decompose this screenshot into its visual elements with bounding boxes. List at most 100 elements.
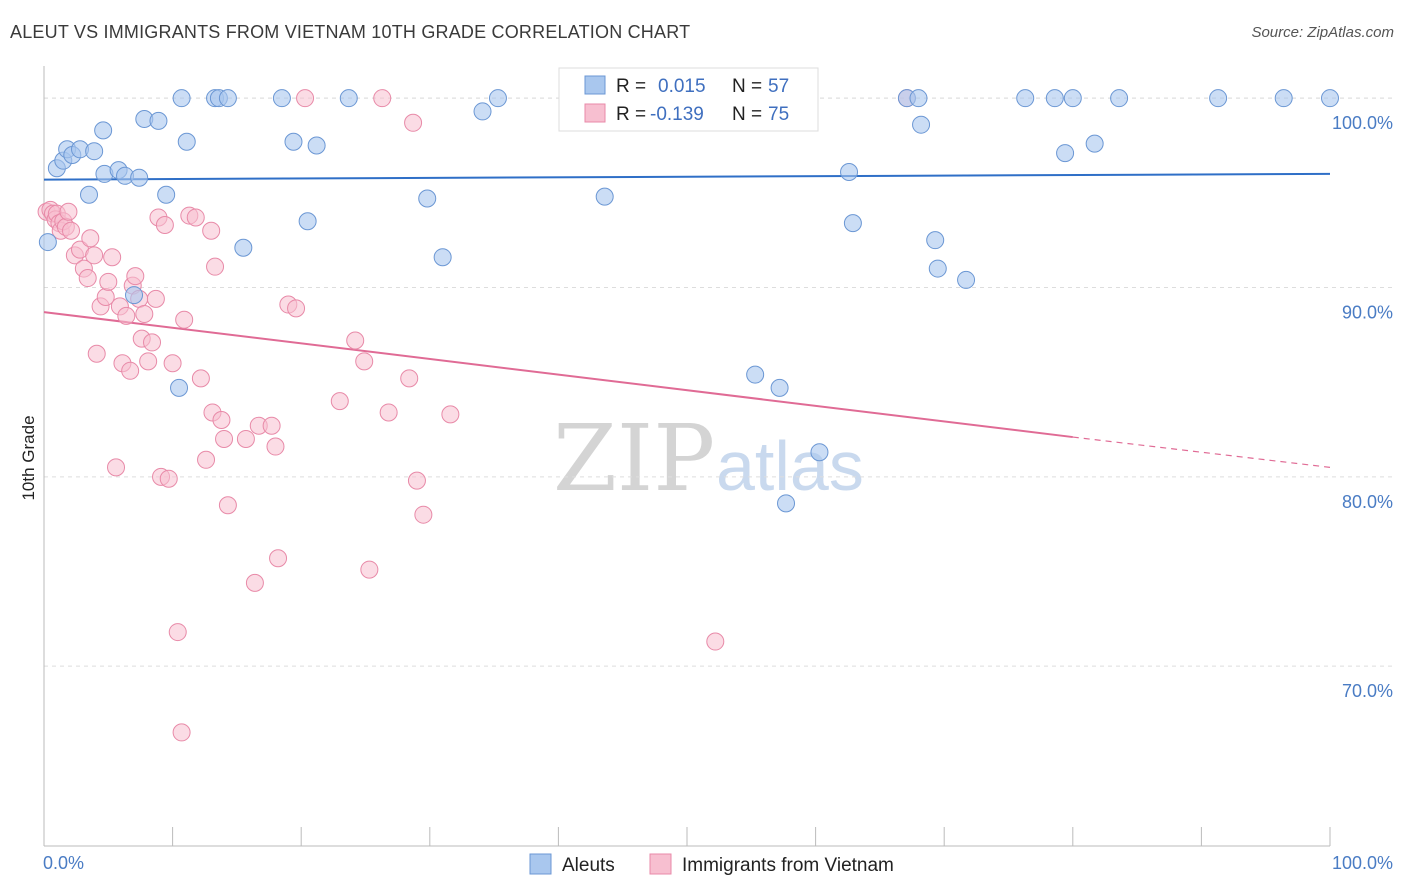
aleut-point: [433, 248, 452, 267]
vietnam-point: [706, 632, 725, 651]
aleut-point: [1056, 144, 1075, 163]
legend-r-label-1: R =: [616, 76, 646, 97]
aleut-point: [1063, 89, 1082, 108]
y-tick-label: 70.0%: [1342, 681, 1393, 701]
aleut-point: [770, 378, 789, 397]
aleut-point: [157, 185, 176, 204]
aleut-point: [488, 89, 507, 108]
aleut-point: [1085, 134, 1104, 153]
vietnam-point: [107, 458, 126, 477]
legend-n-value-2: 75: [768, 104, 789, 125]
vietnam-point: [206, 257, 225, 276]
aleut-point: [1045, 89, 1064, 108]
vietnam-point: [236, 429, 255, 448]
vietnam-point: [121, 361, 140, 380]
y-tick-labels: 70.0% 80.0% 90.0% 100.0%: [1332, 113, 1393, 701]
bottom-legend: Aleuts Immigrants from Vietnam: [529, 853, 894, 876]
x-tick-label-max: 100.0%: [1332, 853, 1393, 873]
aleut-point: [94, 121, 113, 140]
vietnam-point: [346, 331, 365, 350]
legend-swatch-vietnam: [584, 103, 606, 123]
aleut-point: [928, 259, 947, 278]
vietnam-point: [414, 505, 433, 524]
vietnam-point: [172, 723, 191, 742]
aleut-point: [85, 142, 104, 161]
vietnam-point: [360, 560, 379, 579]
vietnam-point: [197, 450, 216, 469]
y-tick-label: 80.0%: [1342, 492, 1393, 512]
vietnam-point: [126, 267, 145, 286]
vietnam-point: [404, 113, 423, 132]
watermark-zip: ZIP: [553, 405, 715, 512]
legend-r-value-2: -0.139: [650, 104, 704, 125]
aleut-point: [810, 443, 829, 462]
vietnam-point: [330, 392, 349, 411]
aleut-point: [840, 163, 859, 182]
vietnam-point: [245, 573, 264, 592]
vietnam-point: [62, 221, 81, 240]
y-tick-label: 90.0%: [1342, 303, 1393, 323]
vietnam-point: [212, 411, 231, 430]
vietnam-point: [218, 496, 237, 515]
legend-n-label-2: N =: [732, 104, 762, 125]
bottom-legend-swatch-aleuts: [529, 853, 552, 875]
vietnam-point: [287, 299, 306, 318]
aleut-point: [746, 365, 765, 384]
x-tick-labels: 0.0% 100.0%: [43, 853, 1393, 873]
series-aleuts: [38, 89, 1339, 513]
vietnam-point: [87, 344, 106, 363]
vietnam-point: [269, 549, 288, 568]
y-axis-label: 10th Grade: [19, 415, 38, 500]
source-credit: Source: ZipAtlas.com: [1251, 24, 1394, 41]
vietnam-trend-line: [43, 311, 1073, 439]
aleut-trend-line: [43, 172, 1331, 181]
vietnam-point: [163, 354, 182, 373]
aleut-point: [149, 111, 168, 130]
vietnam-point: [175, 310, 194, 329]
aleut-point: [130, 168, 149, 187]
aleut-point: [1016, 89, 1035, 108]
legend-n-label-1: N =: [732, 76, 762, 97]
aleut-point: [339, 89, 358, 108]
aleut-point: [909, 89, 928, 108]
bottom-legend-vietnam: Immigrants from Vietnam: [682, 855, 894, 876]
aleut-point: [125, 286, 144, 305]
vietnam-point: [155, 216, 174, 235]
aleut-point: [777, 494, 796, 513]
x-tick-label-min: 0.0%: [43, 853, 84, 873]
vietnam-point: [59, 202, 78, 221]
aleut-point: [218, 89, 237, 108]
vietnam-point: [78, 269, 97, 288]
aleut-point: [595, 187, 614, 206]
aleut-point: [234, 238, 253, 257]
bottom-legend-aleuts: Aleuts: [562, 855, 615, 876]
aleut-point: [1274, 89, 1293, 108]
vietnam-point: [99, 272, 118, 291]
vietnam-point: [168, 623, 187, 642]
bottom-legend-swatch-vietnam: [649, 853, 672, 875]
aleut-point: [418, 189, 437, 208]
top-legend: R = 0.015 N = 57 R = -0.139 N = 75: [558, 67, 819, 132]
vietnam-point: [159, 469, 178, 488]
vietnam-point: [296, 89, 315, 108]
vietnam-point: [139, 352, 158, 371]
legend-n-value-1: 57: [768, 76, 789, 97]
aleut-point: [926, 231, 945, 250]
aleut-point: [843, 214, 862, 233]
watermark-atlas: atlas: [716, 427, 864, 505]
y-tick-label: 100.0%: [1332, 113, 1393, 133]
vietnam-point: [202, 221, 221, 240]
aleut-point: [912, 115, 931, 134]
aleut-point: [1321, 89, 1339, 108]
legend-swatch-aleuts: [584, 75, 606, 95]
aleut-point: [473, 102, 492, 121]
aleut-point: [172, 89, 191, 108]
aleut-point: [307, 136, 326, 155]
axes: [43, 66, 1331, 847]
vietnam-point: [103, 248, 122, 267]
aleut-point: [298, 212, 317, 231]
vietnam-point: [441, 405, 460, 424]
vietnam-point: [379, 403, 398, 422]
vietnam-point: [266, 437, 285, 456]
